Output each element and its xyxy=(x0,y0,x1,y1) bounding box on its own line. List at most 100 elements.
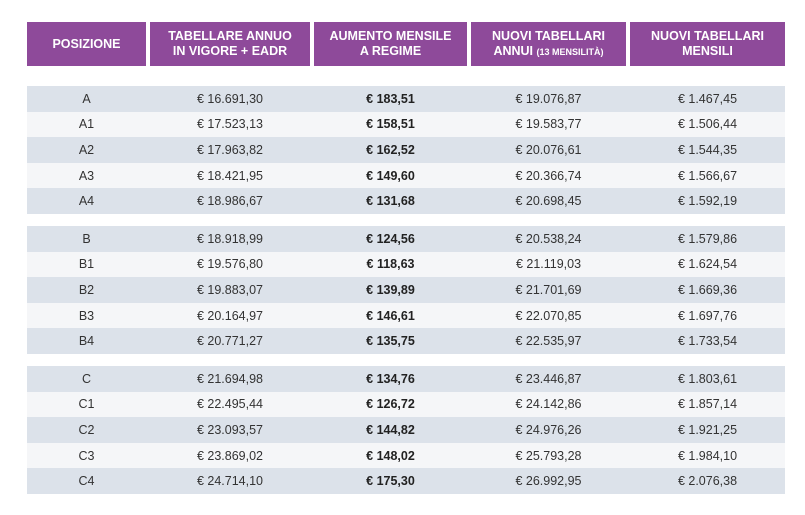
table-row: B1 € 19.576,80 € 118,63 € 21.119,03 € 1.624,… xyxy=(27,251,785,278)
cell-tabellare-annuo: € 23.869,02 xyxy=(196,448,264,463)
table-row: A3 € 18.421,95 € 149,60 € 20.366,74 € 1.566,… xyxy=(27,162,785,189)
header-note: (13 MENSILITÀ) xyxy=(536,46,604,57)
cell-nuovi-annui: € 19.076,87 xyxy=(515,91,582,106)
header-nuovi-tabellari-mensili: NUOVI TABELLARI MENSILI xyxy=(630,22,785,66)
cell-tabellare-annuo: € 20.164,97 xyxy=(196,308,264,323)
cell-tabellare-annuo: € 19.883,07 xyxy=(196,282,264,297)
cell-aumento-mensile: € 175,30 xyxy=(366,474,415,489)
table-row: A1 € 17.523,13 € 158,51 € 19.583,77 € 1.506,… xyxy=(27,111,785,138)
header-label: AUMENTO MENSILE xyxy=(329,29,452,43)
cell-aumento-mensile: € 134,76 xyxy=(366,371,415,386)
table-row: B4 € 20.771,27 € 135,75 € 22.535,97 € 1.733,… xyxy=(27,328,785,354)
table-row: B3 € 20.164,97 € 146,61 € 22.070,85 € 1.697,… xyxy=(27,302,785,329)
cell-posizione: A xyxy=(82,91,91,106)
cell-aumento-mensile: € 139,89 xyxy=(366,282,415,297)
cell-nuovi-mensili: € 1.803,61 xyxy=(677,371,738,386)
cell-aumento-mensile: € 126,72 xyxy=(366,397,415,412)
cell-nuovi-annui: € 19.583,77 xyxy=(515,117,582,132)
table-header: POSIZIONE TABELLARE ANNUO IN VIGORE + EA… xyxy=(27,22,785,66)
header-label: MENSILI xyxy=(682,44,733,58)
cell-nuovi-annui: € 26.992,95 xyxy=(515,474,582,489)
cell-nuovi-mensili: € 1.579,86 xyxy=(677,231,738,246)
cell-posizione: C3 xyxy=(78,448,95,463)
table-row: B € 18.918,99 € 124,56 € 20.538,24 € 1.579,8… xyxy=(27,225,785,252)
cell-posizione: C2 xyxy=(78,422,95,437)
row-group: B € 18.918,99 € 124,56 € 20.538,24 € 1.579,8… xyxy=(27,225,785,354)
header-label-line: ANNUI (13 MENSILITÀ) xyxy=(493,44,603,60)
table-row: C4 € 24.714,10 € 175,30 € 26.992,95 € 2.076,… xyxy=(27,468,785,494)
cell-tabellare-annuo: € 16.691,30 xyxy=(196,91,264,106)
table-row: A4 € 18.986,67 € 131,68 € 20.698,45 € 1.592,… xyxy=(27,188,785,214)
cell-posizione: C xyxy=(81,371,92,386)
cell-nuovi-annui: € 20.076,61 xyxy=(515,142,582,157)
cell-tabellare-annuo: € 23.093,57 xyxy=(196,422,264,437)
cell-tabellare-annuo: € 22.495,44 xyxy=(196,397,264,412)
table-row: A € 16.691,30 € 183,51 € 19.076,87 € 1.467,4… xyxy=(27,86,785,112)
cell-aumento-mensile: € 135,75 xyxy=(366,334,415,349)
cell-posizione: A3 xyxy=(78,168,95,183)
cell-posizione: A4 xyxy=(78,194,95,209)
header-label: ANNUI xyxy=(493,43,534,58)
cell-tabellare-annuo: € 24.714,10 xyxy=(196,474,264,489)
cell-posizione: A1 xyxy=(78,117,95,132)
cell-posizione: B xyxy=(82,231,91,246)
header-label: TABELLARE ANNUO xyxy=(168,29,292,43)
cell-nuovi-annui: € 22.070,85 xyxy=(515,308,582,323)
cell-aumento-mensile: € 144,82 xyxy=(366,422,415,437)
header-label: NUOVI TABELLARI xyxy=(651,29,764,43)
table-row: C1 € 22.495,44 € 126,72 € 24.142,86 € 1.857,… xyxy=(27,391,785,418)
cell-aumento-mensile: € 131,68 xyxy=(366,194,415,209)
cell-aumento-mensile: € 124,56 xyxy=(366,231,415,246)
cell-posizione: B3 xyxy=(78,308,95,323)
header-label: POSIZIONE xyxy=(52,36,121,51)
cell-nuovi-mensili: € 1.506,44 xyxy=(677,117,738,132)
cell-nuovi-annui: € 22.535,97 xyxy=(515,334,582,349)
table-row: C € 21.694,98 € 134,76 € 23.446,87 € 1.803,6… xyxy=(27,365,785,392)
cell-nuovi-mensili: € 1.984,10 xyxy=(677,448,738,463)
cell-posizione: B4 xyxy=(78,334,95,349)
cell-aumento-mensile: € 148,02 xyxy=(366,448,415,463)
cell-tabellare-annuo: € 21.694,98 xyxy=(196,371,264,386)
cell-posizione: B1 xyxy=(78,257,95,272)
cell-nuovi-annui: € 25.793,28 xyxy=(515,448,582,463)
cell-aumento-mensile: € 162,52 xyxy=(366,142,415,157)
cell-nuovi-mensili: € 1.592,19 xyxy=(677,194,738,209)
cell-posizione: A2 xyxy=(78,142,95,157)
cell-tabellare-annuo: € 18.918,99 xyxy=(196,231,264,246)
cell-nuovi-mensili: € 1.467,45 xyxy=(677,91,738,106)
cell-tabellare-annuo: € 18.421,95 xyxy=(196,168,264,183)
cell-tabellare-annuo: € 17.523,13 xyxy=(196,117,264,132)
cell-nuovi-annui: € 21.119,03 xyxy=(515,257,582,272)
cell-tabellare-annuo: € 18.986,67 xyxy=(196,194,264,209)
cell-nuovi-annui: € 21.701,69 xyxy=(515,282,582,297)
cell-nuovi-mensili: € 1.544,35 xyxy=(677,142,738,157)
cell-posizione: C4 xyxy=(78,474,95,489)
cell-nuovi-mensili: € 2.076,38 xyxy=(677,474,738,489)
cell-nuovi-mensili: € 1.697,76 xyxy=(677,308,738,323)
cell-nuovi-mensili: € 1.566,67 xyxy=(677,168,738,183)
cell-posizione: B2 xyxy=(78,282,95,297)
cell-nuovi-mensili: € 1.921,25 xyxy=(677,422,738,437)
header-posizione: POSIZIONE xyxy=(27,22,146,66)
table-row: C2 € 23.093,57 € 144,82 € 24.976,26 € 1.921,… xyxy=(27,417,785,443)
cell-tabellare-annuo: € 17.963,82 xyxy=(196,142,264,157)
header-label: NUOVI TABELLARI xyxy=(492,28,605,43)
cell-nuovi-annui: € 24.142,86 xyxy=(515,397,582,412)
cell-aumento-mensile: € 118,63 xyxy=(366,257,415,272)
cell-aumento-mensile: € 183,51 xyxy=(366,91,415,106)
cell-nuovi-mensili: € 1.733,54 xyxy=(677,334,738,349)
row-group: A € 16.691,30 € 183,51 € 19.076,87 € 1.467,4… xyxy=(27,86,785,214)
cell-aumento-mensile: € 158,51 xyxy=(366,117,415,132)
header-nuovi-tabellari-annui: NUOVI TABELLARI ANNUI (13 MENSILITÀ) xyxy=(471,22,626,66)
cell-nuovi-annui: € 20.366,74 xyxy=(515,168,582,183)
table-row: B2 € 19.883,07 € 139,89 € 21.701,69 € 1.669,… xyxy=(27,277,785,303)
cell-aumento-mensile: € 146,61 xyxy=(366,308,415,323)
table-row: C3 € 23.869,02 € 148,02 € 25.793,28 € 1.984,… xyxy=(27,442,785,469)
table-row: A2 € 17.963,82 € 162,52 € 20.076,61 € 1.544,… xyxy=(27,137,785,163)
header-aumento-mensile: AUMENTO MENSILE A REGIME xyxy=(314,22,467,66)
header-tabellare-annuo: TABELLARE ANNUO IN VIGORE + EADR xyxy=(150,22,310,66)
cell-nuovi-annui: € 20.698,45 xyxy=(515,194,582,209)
cell-nuovi-mensili: € 1.857,14 xyxy=(677,397,738,412)
cell-nuovi-annui: € 23.446,87 xyxy=(515,371,582,386)
table-body: A € 16.691,30 € 183,51 € 19.076,87 € 1.467,4… xyxy=(27,86,785,494)
